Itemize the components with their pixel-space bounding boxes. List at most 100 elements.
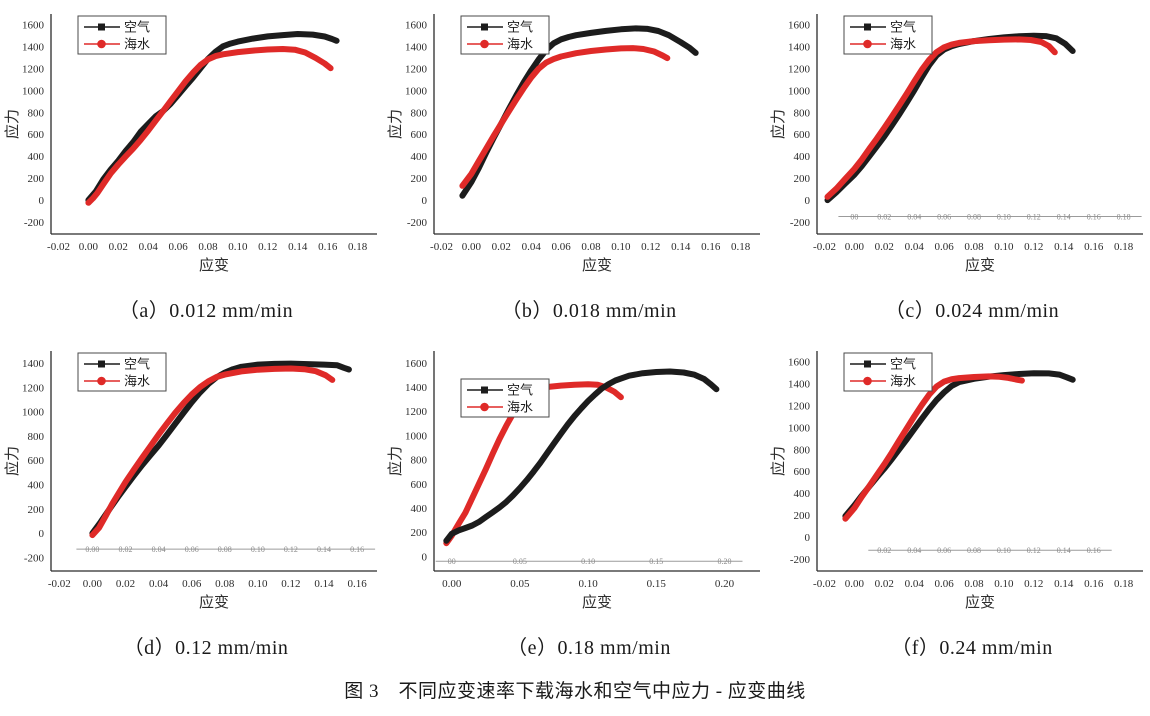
y-tick-label: 400 xyxy=(410,151,427,163)
legend-box xyxy=(843,15,932,55)
y-tick-label: 1200 xyxy=(788,401,811,413)
x-tick-label: 0.02 xyxy=(874,578,893,590)
y-tick-label: 1400 xyxy=(405,382,428,394)
x-tick-label: 0.10 xyxy=(248,578,268,590)
y-tick-label: 600 xyxy=(793,466,810,478)
chart-e: 00 0.05 0.10 0.15 0.200200400600800100012001… xyxy=(386,351,760,611)
x-tick-label: -0.02 xyxy=(430,241,453,253)
x-tick-label: 0.14 xyxy=(1054,241,1074,253)
legend-air-marker xyxy=(480,386,488,394)
y-axis-title: 应力 xyxy=(3,446,21,476)
y-tick-label: 200 xyxy=(27,173,44,185)
y-tick-label: 400 xyxy=(27,151,44,163)
series-sea-curve xyxy=(824,36,1058,200)
legend-sea-label: 海水 xyxy=(507,400,533,415)
x-tick-label: 0.18 xyxy=(1113,241,1133,253)
x-tick-label: 0.00 xyxy=(78,241,98,253)
y-tick-label: 200 xyxy=(27,504,44,516)
x-tick-label: 0.14 xyxy=(314,578,334,590)
x-tick-label: 0.06 xyxy=(168,241,188,253)
y-tick-label: 0 xyxy=(421,551,427,563)
x-tick-label: 0.00 xyxy=(844,241,864,253)
x-tick-label: 0.02 xyxy=(491,241,510,253)
x-tick-label: 0.00 xyxy=(461,241,481,253)
y-tick-label: 800 xyxy=(27,107,44,119)
x-tick-label: 0.20 xyxy=(714,578,734,590)
x-tick-label: 0.02 xyxy=(874,241,893,253)
legend-air-label: 空气 xyxy=(890,20,916,35)
legend-box xyxy=(460,378,549,418)
y-tick-label: 800 xyxy=(793,107,810,119)
legend-sea-marker xyxy=(479,402,489,412)
y-tick-label: 1200 xyxy=(788,64,811,76)
chart-caption-f: （f）0.24 mm/min xyxy=(891,637,1053,659)
y-tick-label: 1600 xyxy=(22,20,45,32)
x-tick-label: 0.08 xyxy=(964,578,984,590)
chart-panel-d: 0.00 0.02 0.04 0.06 0.08 0.10 0.12 0.14 0.16 -200… xyxy=(1,343,384,660)
y-tick-label: 1000 xyxy=(405,85,428,97)
x-tick-label: 0.12 xyxy=(1024,578,1043,590)
chart-c: 00 0.02 0.04 0.06 0.08 0.10 0.12 0.14 0.16 0.18-2… xyxy=(769,14,1143,274)
y-tick-label: 400 xyxy=(793,488,810,500)
legend-box xyxy=(843,352,932,392)
y-tick-label: 1000 xyxy=(405,430,428,442)
legend-sea-label: 海水 xyxy=(124,374,150,389)
x-tick-label: 0.12 xyxy=(258,241,277,253)
x-tick-label: 0.04 xyxy=(148,578,168,590)
x-tick-label: 0.08 xyxy=(198,241,218,253)
x-tick-label: 0.06 xyxy=(934,241,954,253)
chart-panel-e: 00 0.05 0.10 0.15 0.20 0 200 400 600 800 1000 1200 1… xyxy=(384,343,767,660)
chart-caption-d: （d）0.12 mm/min xyxy=(123,637,289,659)
x-tick-label: 0.10 xyxy=(994,241,1014,253)
x-tick-label: 0.05 xyxy=(510,578,530,590)
x-tick-label: -0.02 xyxy=(47,578,70,590)
y-tick-label: 1000 xyxy=(22,407,45,419)
y-tick-label: 1600 xyxy=(788,357,811,369)
series-air-curve xyxy=(841,370,1076,520)
y-tick-label: 1200 xyxy=(405,406,428,418)
y-tick-label: 1400 xyxy=(405,42,428,54)
x-tick-label: 0.12 xyxy=(281,578,300,590)
x-tick-label: 0.14 xyxy=(288,241,308,253)
y-tick-label: 0 xyxy=(804,195,810,207)
x-tick-label: 0.10 xyxy=(611,241,631,253)
y-tick-label: 1600 xyxy=(405,20,428,32)
x-tick-label: 0.15 xyxy=(646,578,666,590)
x-tick-label: 0.00 xyxy=(844,578,864,590)
x-tick-label: 0.12 xyxy=(641,241,660,253)
x-axis-title: 应变 xyxy=(964,256,994,274)
x-tick-label: 0.10 xyxy=(994,578,1014,590)
y-tick-label: 400 xyxy=(793,151,810,163)
x-tick-label: 0.16 xyxy=(347,578,367,590)
legend-air-marker xyxy=(480,23,488,31)
x-tick-label: -0.02 xyxy=(47,241,70,253)
y-tick-label: -200 xyxy=(23,217,44,229)
y-tick-label: 1000 xyxy=(788,422,811,434)
x-tick-label: 0.06 xyxy=(182,578,202,590)
series-sea-curve xyxy=(458,45,670,189)
y-tick-label: 1000 xyxy=(788,85,811,97)
legend-sea-marker xyxy=(862,39,872,49)
legend-sea-label: 海水 xyxy=(890,374,916,389)
x-tick-label: 0.16 xyxy=(318,241,338,253)
legend-sea-label: 海水 xyxy=(890,37,916,52)
y-tick-label: 200 xyxy=(793,510,810,522)
y-tick-label: 0 xyxy=(804,532,810,544)
y-tick-label: 0 xyxy=(421,195,427,207)
chart-caption-c: （c）0.024 mm/min xyxy=(884,300,1060,322)
y-tick-label: 800 xyxy=(410,455,427,467)
legend-box xyxy=(460,15,549,55)
x-tick-label: 0.04 xyxy=(904,241,924,253)
x-tick-label: 0.14 xyxy=(671,241,691,253)
legend-air-marker xyxy=(863,360,871,368)
y-tick-label: -200 xyxy=(23,552,44,564)
chart-caption-e: （e）0.18 mm/min xyxy=(507,637,671,659)
chart-f: 0.02 0.04 0.06 0.08 0.10 0.12 0.14 0.16 -200 0 200… xyxy=(769,351,1143,611)
x-axis-title: 应变 xyxy=(581,593,611,611)
legend-sea-marker xyxy=(862,376,872,386)
x-tick-label: 0.04 xyxy=(904,578,924,590)
chart-a: -200 0 200 400 600 800 1000 1200 1400 1600 -0.02 0.… xyxy=(3,14,377,274)
y-tick-label: 1200 xyxy=(405,64,428,76)
x-tick-label: 0.02 xyxy=(115,578,134,590)
y-tick-label: -200 xyxy=(789,217,810,229)
